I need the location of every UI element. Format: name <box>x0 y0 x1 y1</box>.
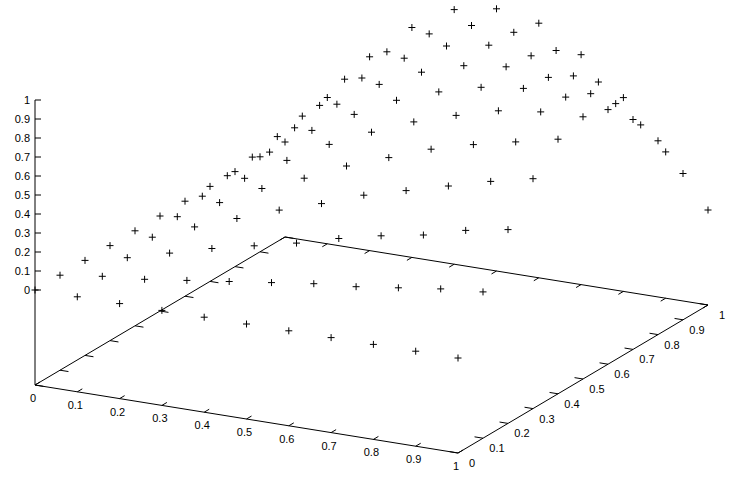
svg-text:0.5: 0.5 <box>589 383 604 395</box>
svg-text:0.7: 0.7 <box>15 151 30 163</box>
svg-text:0.4: 0.4 <box>15 208 30 220</box>
svg-text:0.8: 0.8 <box>664 339 679 351</box>
svg-text:0.2: 0.2 <box>15 246 30 258</box>
svg-text:0.1: 0.1 <box>68 399 83 411</box>
svg-text:0.8: 0.8 <box>15 132 30 144</box>
svg-text:0.4: 0.4 <box>195 419 210 431</box>
svg-text:0: 0 <box>24 284 30 296</box>
svg-text:1: 1 <box>453 460 459 472</box>
svg-text:0.6: 0.6 <box>614 368 629 380</box>
svg-text:0: 0 <box>469 457 475 469</box>
svg-text:0.9: 0.9 <box>689 324 704 336</box>
svg-text:0: 0 <box>30 392 36 404</box>
svg-text:0.2: 0.2 <box>514 427 529 439</box>
svg-text:0.6: 0.6 <box>15 170 30 182</box>
svg-text:0.3: 0.3 <box>152 412 167 424</box>
svg-text:1: 1 <box>24 94 30 106</box>
svg-text:0.8: 0.8 <box>364 446 379 458</box>
svg-text:0.7: 0.7 <box>639 353 654 365</box>
svg-text:0.6: 0.6 <box>279 433 294 445</box>
svg-text:0.4: 0.4 <box>564 398 579 410</box>
svg-text:0.1: 0.1 <box>15 265 30 277</box>
svg-text:0.3: 0.3 <box>15 227 30 239</box>
svg-text:0.9: 0.9 <box>406 453 421 465</box>
svg-text:0.9: 0.9 <box>15 113 30 125</box>
svg-text:0.1: 0.1 <box>489 442 504 454</box>
svg-text:1: 1 <box>719 309 722 321</box>
svg-text:0.5: 0.5 <box>15 189 30 201</box>
svg-text:0.3: 0.3 <box>539 413 554 425</box>
svg-text:0.5: 0.5 <box>237 426 252 438</box>
svg-text:0.7: 0.7 <box>321 440 336 452</box>
svg-text:0.2: 0.2 <box>110 406 125 418</box>
